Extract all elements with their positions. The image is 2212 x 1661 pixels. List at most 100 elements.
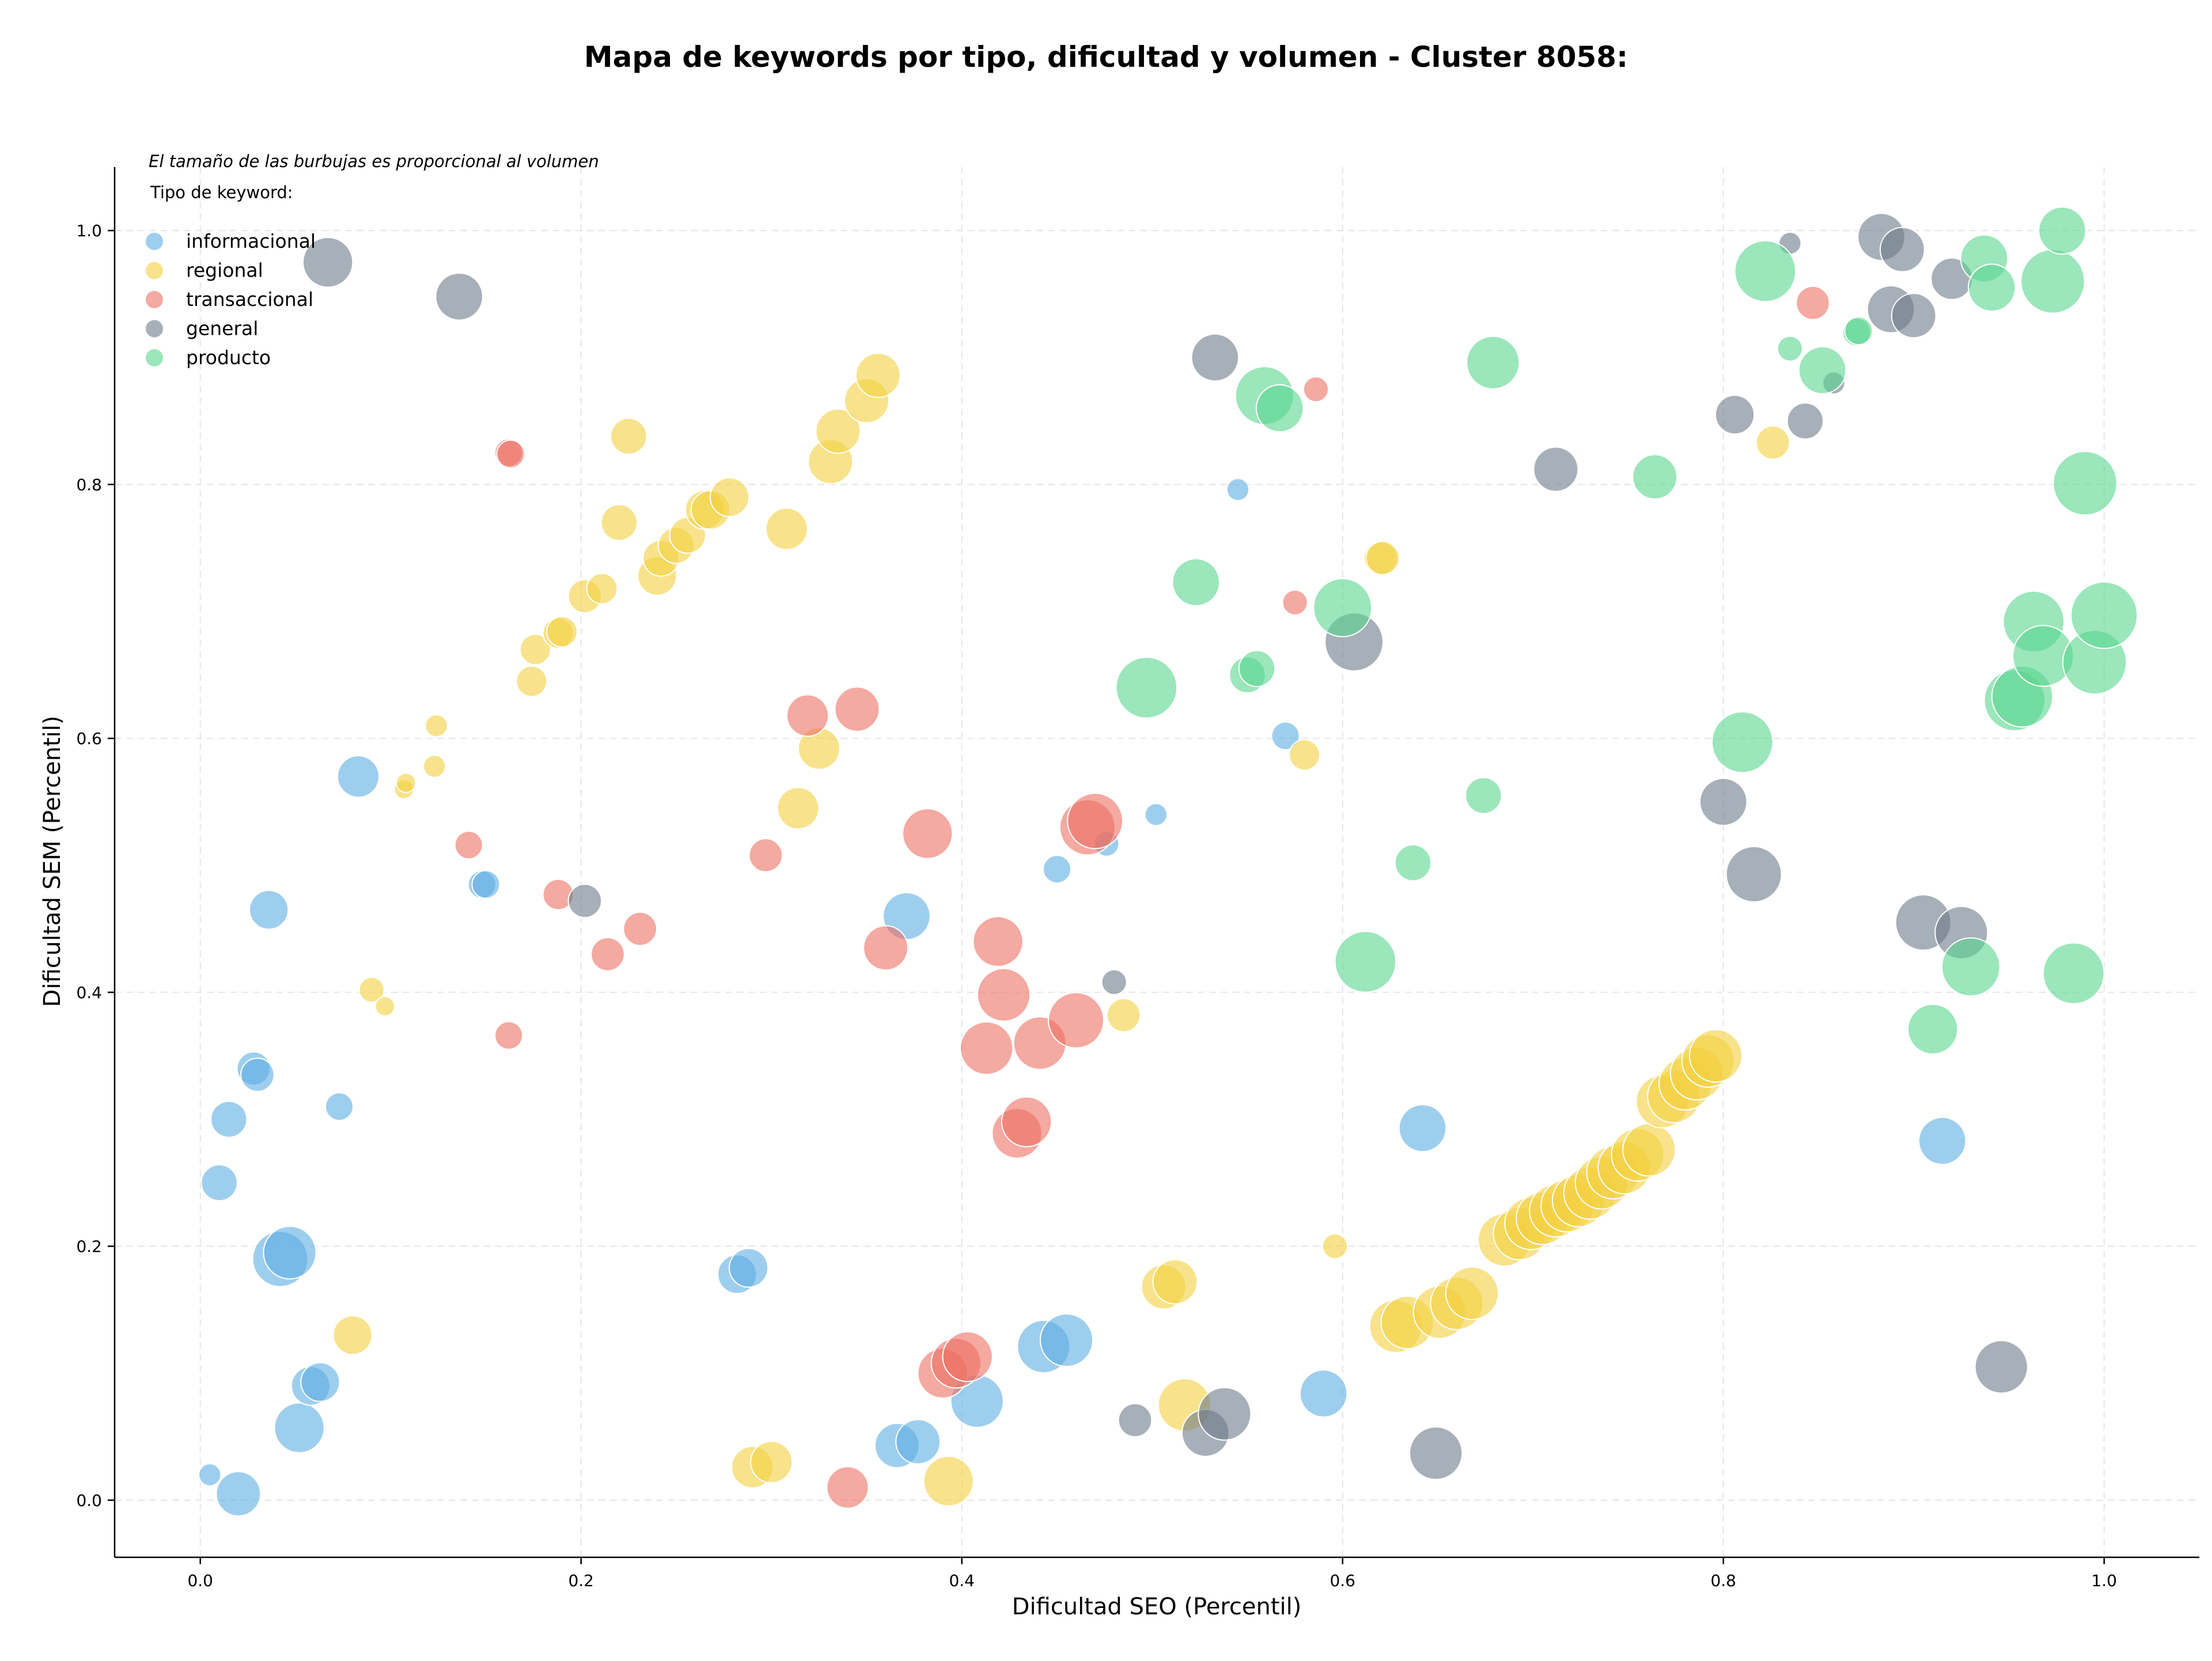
bubble-informacional bbox=[337, 755, 380, 798]
bubble-informacional bbox=[1299, 1369, 1348, 1418]
bubble-producto bbox=[1941, 937, 2001, 997]
y-tick-label: 0.2 bbox=[76, 1237, 102, 1256]
legend-marker bbox=[146, 320, 163, 338]
y-tick-label: 0.4 bbox=[76, 983, 102, 1002]
legend-items: informacional regional transaccional genera… bbox=[146, 230, 316, 369]
bubble-transaccional bbox=[1001, 1096, 1052, 1148]
bubble-regional bbox=[374, 996, 396, 1017]
bubble-regional bbox=[765, 508, 808, 551]
bubble-regional bbox=[1321, 1233, 1349, 1259]
bubble-transaccional bbox=[902, 808, 953, 860]
bubble-general bbox=[1786, 402, 1824, 440]
y-tick-label: 0.6 bbox=[76, 729, 102, 748]
bubble-producto bbox=[1844, 316, 1873, 346]
bubble-producto bbox=[1255, 384, 1304, 433]
bubble-general bbox=[1198, 1387, 1252, 1441]
bubble-informacional bbox=[1271, 721, 1300, 751]
bubble-regional bbox=[516, 665, 548, 697]
bubble-transaccional bbox=[976, 968, 1031, 1022]
bubble-size-note: El tamaño de las burbujas es proporciona… bbox=[149, 152, 599, 171]
bubble-producto bbox=[1115, 656, 1178, 719]
bubble-informacional bbox=[200, 1164, 238, 1202]
bubble-regional bbox=[425, 714, 448, 737]
bubble-general bbox=[567, 883, 603, 918]
bubble-regional bbox=[332, 1315, 373, 1355]
bubble-regional bbox=[358, 977, 385, 1003]
bubble-regional bbox=[610, 417, 647, 455]
bubble-regional bbox=[1445, 1266, 1499, 1321]
bubble-transaccional bbox=[786, 694, 830, 737]
bubble-general bbox=[435, 272, 484, 321]
bubble-transaccional bbox=[590, 937, 625, 972]
bubble-general bbox=[1891, 293, 1937, 339]
bubble-informacional bbox=[240, 1057, 275, 1092]
legend: Tipo de keyword: informacional regional tr… bbox=[146, 183, 316, 369]
bubble-informacional bbox=[1144, 803, 1168, 827]
bubble-producto bbox=[1734, 240, 1797, 302]
series-transaccional bbox=[454, 285, 1830, 1509]
bubble-transaccional bbox=[863, 925, 908, 971]
chart-title: Mapa de keywords por tipo, dificultad y … bbox=[584, 40, 1628, 74]
bubble-general bbox=[1101, 969, 1127, 996]
bubble-informacional bbox=[1226, 478, 1250, 501]
y-tick-label: 0.8 bbox=[76, 475, 102, 494]
bubble-informacional bbox=[210, 1100, 248, 1138]
legend-label: producto bbox=[186, 346, 271, 369]
x-tick-label: 0.0 bbox=[187, 1571, 213, 1590]
bubble-producto bbox=[2043, 942, 2105, 1005]
legend-marker bbox=[146, 291, 163, 308]
bubble-informacional bbox=[728, 1247, 769, 1288]
bubble-regional bbox=[520, 633, 551, 665]
bubble-transaccional bbox=[826, 1466, 869, 1509]
legend-label: regional bbox=[186, 259, 263, 282]
bubble-transaccional bbox=[623, 911, 657, 946]
bubble-regional bbox=[750, 1440, 793, 1484]
x-tick-label: 0.2 bbox=[568, 1571, 594, 1590]
legend-marker bbox=[146, 349, 163, 366]
bubble-producto bbox=[2070, 581, 2138, 649]
bubble-transaccional bbox=[942, 1331, 993, 1383]
bubble-regional bbox=[546, 616, 578, 648]
bubble-regional bbox=[1688, 1028, 1743, 1083]
bubble-regional bbox=[1755, 425, 1790, 460]
bubble-general bbox=[1533, 447, 1579, 492]
bubble-regional bbox=[855, 352, 901, 398]
legend-label: general bbox=[186, 317, 258, 340]
bubble-informacional bbox=[249, 890, 289, 930]
bubble-informacional bbox=[471, 870, 501, 899]
bubble-producto bbox=[1465, 777, 1502, 815]
bubble-regional bbox=[600, 504, 638, 542]
bubble-informacional bbox=[1918, 1117, 1967, 1166]
bubble-general bbox=[1699, 778, 1748, 826]
bubble-informacional bbox=[215, 1471, 262, 1517]
legend-item-transaccional: transaccional bbox=[146, 288, 313, 311]
bubble-producto bbox=[1394, 844, 1432, 881]
bubble-producto bbox=[1466, 335, 1520, 389]
bubble-regional bbox=[1106, 998, 1141, 1032]
bubble-regional bbox=[395, 772, 416, 793]
bubble-transaccional bbox=[494, 1021, 524, 1050]
bubble-regional bbox=[586, 573, 618, 605]
bubble-producto bbox=[1238, 650, 1276, 687]
bubble-layer bbox=[198, 206, 2138, 1517]
bubble-general bbox=[1974, 1340, 2028, 1394]
x-tick-label: 1.0 bbox=[2091, 1571, 2117, 1590]
bubble-informacional bbox=[263, 1225, 317, 1280]
x-tick-label: 0.6 bbox=[1330, 1571, 1355, 1590]
bubble-general bbox=[1118, 1403, 1153, 1437]
bubble-producto bbox=[2052, 451, 2118, 516]
bubble-general bbox=[1880, 226, 1925, 273]
x-axis-label: Dificultad SEO (Percentil) bbox=[1012, 1594, 1302, 1620]
legend-title: Tipo de keyword: bbox=[150, 183, 293, 202]
bubble-informacional bbox=[1398, 1104, 1447, 1152]
series-informacional bbox=[198, 478, 1967, 1517]
bubble-regional bbox=[1152, 1259, 1198, 1305]
bubble-transaccional bbox=[1048, 992, 1105, 1049]
series-producto bbox=[1115, 206, 2138, 1055]
x-tick-label: 0.4 bbox=[949, 1571, 975, 1590]
bubble-producto bbox=[1632, 454, 1678, 500]
y-tick-label: 1.0 bbox=[76, 221, 102, 240]
bubble-general bbox=[1191, 333, 1240, 382]
bubble-producto bbox=[1334, 930, 1397, 993]
